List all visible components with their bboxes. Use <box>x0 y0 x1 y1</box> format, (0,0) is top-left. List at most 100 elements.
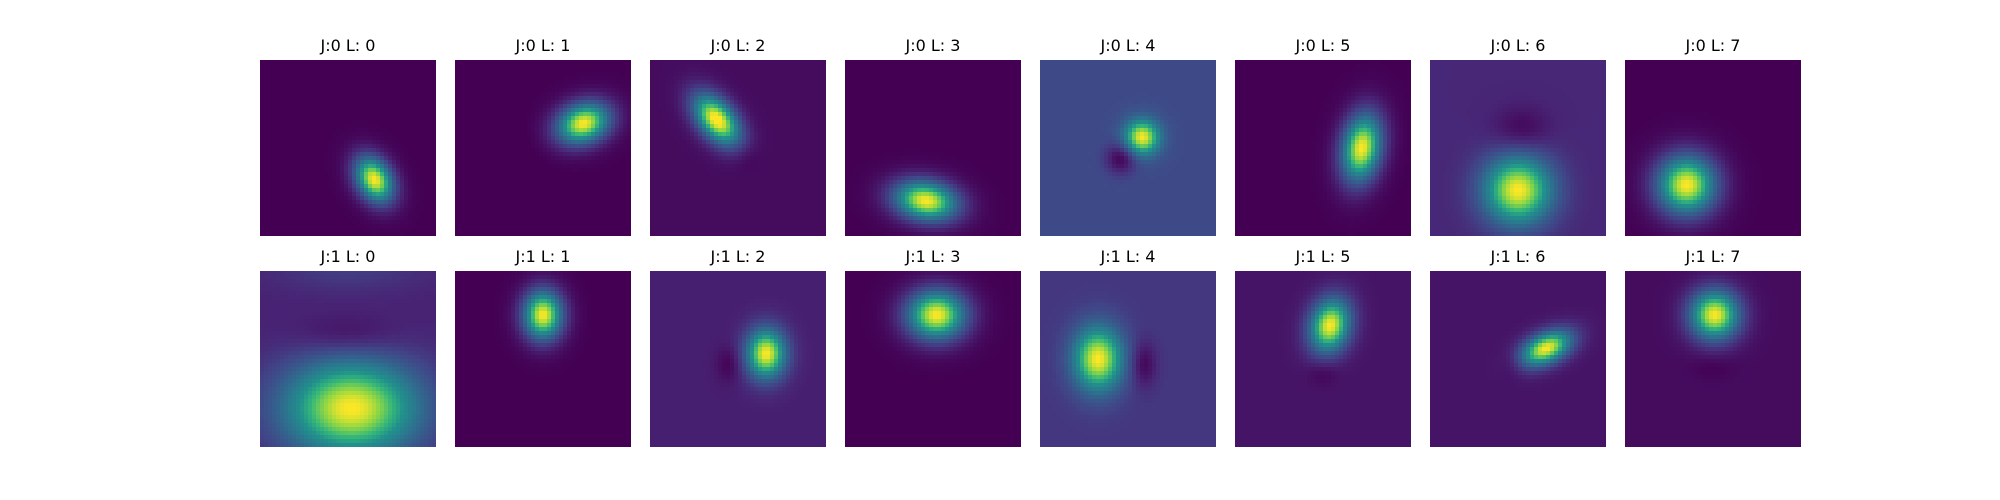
heatmap-cell <box>571 84 576 89</box>
heatmap-cell <box>523 224 528 229</box>
heatmap-cell <box>503 76 508 81</box>
heatmap-cell <box>571 148 576 153</box>
heatmap-cell <box>332 196 337 201</box>
heatmap-cell <box>758 124 763 129</box>
heatmap-cell <box>802 116 807 121</box>
heatmap-cell <box>519 156 524 161</box>
heatmap-cell <box>499 136 504 141</box>
heatmap-cell <box>388 152 393 157</box>
heatmap-cell <box>583 208 588 213</box>
heatmap-cell <box>650 68 655 73</box>
heatmap-cell <box>356 112 361 117</box>
heatmap-cell <box>288 228 293 233</box>
heatmap-cell <box>479 152 484 157</box>
heatmap-cell <box>591 220 596 225</box>
heatmap-cell <box>531 232 536 236</box>
heatmap-cell <box>284 128 289 133</box>
heatmap-cell <box>718 108 723 113</box>
heatmap-cell <box>718 64 723 69</box>
heatmap-cell <box>714 88 719 93</box>
heatmap-cell <box>264 88 269 93</box>
heatmap-cell <box>551 188 556 193</box>
heatmap-cell <box>583 156 588 161</box>
heatmap-cell <box>491 216 496 221</box>
heatmap-cell <box>320 192 325 197</box>
heatmap-cell <box>368 120 373 125</box>
heatmap-cell <box>404 144 409 149</box>
heatmap-cell <box>475 136 480 141</box>
heatmap-cell <box>806 108 811 113</box>
heatmap-cell <box>376 212 381 217</box>
heatmap-cell <box>463 192 468 197</box>
heatmap-cell <box>623 96 628 101</box>
heatmap-cell <box>499 120 504 125</box>
heatmap-cell <box>786 148 791 153</box>
heatmap-cell <box>316 72 321 77</box>
heatmap-cell <box>264 204 269 209</box>
heatmap-cell <box>288 88 293 93</box>
heatmap-cell <box>404 132 409 137</box>
heatmap-cell <box>579 232 584 236</box>
heatmap-cell <box>424 208 429 213</box>
heatmap-cell <box>702 132 707 137</box>
heatmap-cell <box>455 180 460 185</box>
heatmap-cell <box>539 80 544 85</box>
heatmap-cell <box>746 112 751 117</box>
heatmap-cell <box>666 152 671 157</box>
heatmap-cell <box>296 132 301 137</box>
heatmap-cell <box>591 76 596 81</box>
heatmap-cell <box>288 180 293 185</box>
heatmap-cell <box>296 84 301 89</box>
heatmap-cell <box>591 120 596 125</box>
heatmap-cell <box>551 88 556 93</box>
heatmap-cell <box>348 80 353 85</box>
heatmap-cell <box>312 144 317 149</box>
heatmap-cell <box>694 60 699 65</box>
heatmap-cell <box>611 188 616 193</box>
heatmap-cell <box>662 148 667 153</box>
heatmap-cell <box>543 136 548 141</box>
heatmap-cell <box>332 164 337 169</box>
heatmap-cell <box>412 80 417 85</box>
heatmap-cell <box>288 120 293 125</box>
heatmap-cell <box>483 228 488 233</box>
heatmap-cell <box>523 228 528 233</box>
heatmap-cell <box>511 100 516 105</box>
heatmap-cell <box>798 112 803 117</box>
heatmap-cell <box>360 156 365 161</box>
heatmap-cell <box>467 228 472 233</box>
heatmap-cell <box>523 212 528 217</box>
heatmap-cell <box>607 192 612 197</box>
heatmap-cell <box>770 68 775 73</box>
heatmap-cell <box>320 180 325 185</box>
heatmap-cell <box>571 128 576 133</box>
panel-title: J:0 L: 2 <box>650 36 826 56</box>
heatmap-cell <box>507 148 512 153</box>
heatmap-cell <box>475 72 480 77</box>
heatmap-cell <box>260 140 265 145</box>
heatmap-cell <box>328 80 333 85</box>
heatmap-cell <box>567 72 572 77</box>
heatmap-cell <box>575 220 580 225</box>
heatmap-cell <box>782 88 787 93</box>
heatmap-cell <box>432 72 436 77</box>
heatmap-cell <box>404 204 409 209</box>
heatmap-cell <box>400 180 405 185</box>
heatmap-cell <box>650 96 655 101</box>
heatmap-cell <box>710 144 715 149</box>
heatmap-cell <box>404 76 409 81</box>
heatmap-cell <box>710 76 715 81</box>
heatmap-cell <box>523 232 528 236</box>
heatmap-cell <box>284 208 289 213</box>
heatmap-cell <box>360 188 365 193</box>
heatmap-cell <box>519 128 524 133</box>
heatmap-cell <box>726 148 731 153</box>
heatmap-cell <box>571 100 576 105</box>
heatmap-cell <box>658 140 663 145</box>
heatmap-cell <box>603 208 608 213</box>
heatmap-cell <box>467 208 472 213</box>
heatmap-cell <box>491 156 496 161</box>
heatmap-cell <box>324 80 329 85</box>
heatmap-cell <box>348 136 353 141</box>
heatmap-cell <box>276 64 281 69</box>
